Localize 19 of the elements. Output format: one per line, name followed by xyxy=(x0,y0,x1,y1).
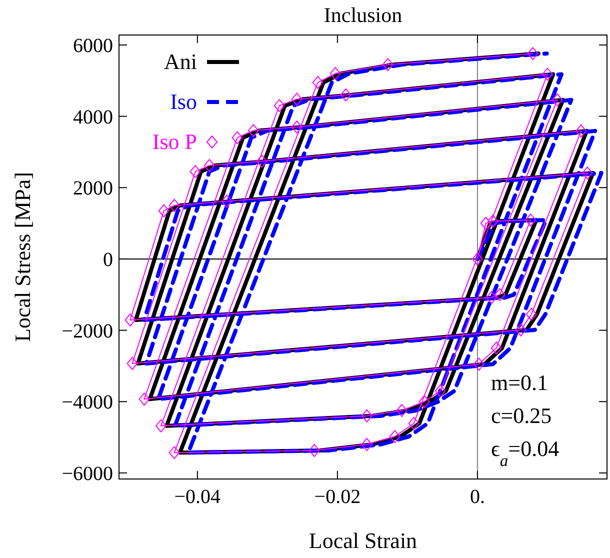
chart-title: Inclusion xyxy=(324,3,403,27)
annotation: ϵ$_{a}$=0.04 xyxy=(491,436,560,470)
y-tick-label: −4000 xyxy=(62,392,113,414)
y-tick-label: −6000 xyxy=(62,462,113,485)
x-axis-title: Local Strain xyxy=(308,528,418,553)
x-tick-label: −0.02 xyxy=(314,486,361,508)
legend-label: Iso P xyxy=(152,129,197,154)
y-axis-title: Local Stress [MPa] xyxy=(10,172,35,342)
x-tick-label: 0. xyxy=(470,486,485,508)
y-tick-label: −2000 xyxy=(62,320,113,342)
annotation: c=0.25 xyxy=(491,403,552,428)
y-tick-label: 0 xyxy=(103,248,113,271)
y-tick-label: 2000 xyxy=(73,178,113,200)
legend-label: Iso xyxy=(170,89,197,114)
x-tick-label: −0.04 xyxy=(174,486,221,508)
y-tick-label: 4000 xyxy=(73,106,113,128)
y-tick-label: 6000 xyxy=(73,34,113,57)
legend-label: Ani xyxy=(164,49,197,74)
annotation: m=0.1 xyxy=(491,370,548,395)
